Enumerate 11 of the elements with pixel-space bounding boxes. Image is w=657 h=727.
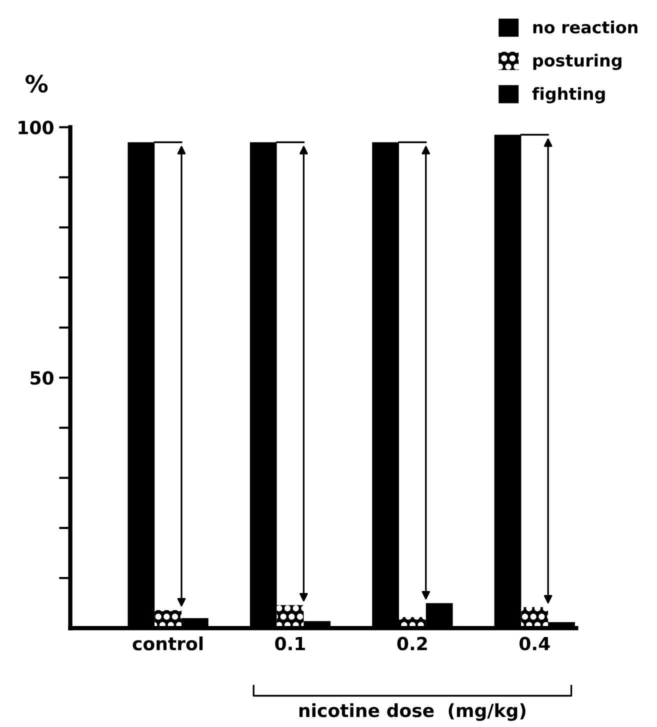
y-axis-title: % xyxy=(26,74,48,93)
legend-label: fighting xyxy=(532,87,605,104)
legend-label: posturing xyxy=(533,54,622,70)
y-tick-label: 50 xyxy=(30,371,54,385)
x-tick-label: 0.1 xyxy=(275,636,306,650)
x-axis-title: nicotine dose (mg/kg) xyxy=(299,703,526,721)
x-tick-label: control xyxy=(132,636,203,650)
y-tick-label: 100 xyxy=(18,120,54,134)
x-tick-label: 0.2 xyxy=(397,636,427,650)
x-tick-label: 0.4 xyxy=(520,636,550,650)
legend-label: no reaction xyxy=(533,20,638,34)
